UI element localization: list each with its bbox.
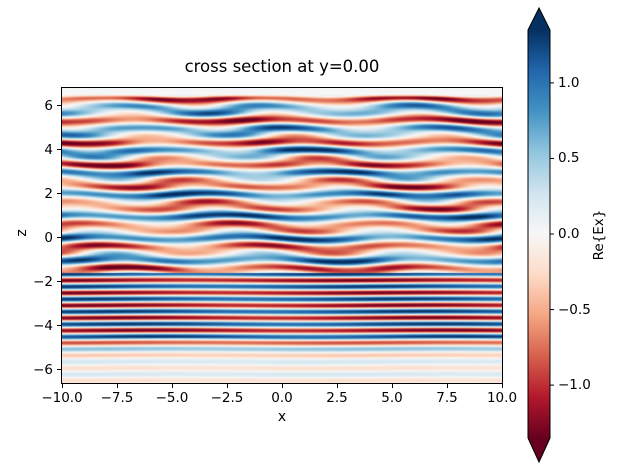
- colorbar-bar: [527, 6, 551, 464]
- plot-title: cross section at y=0.00: [184, 57, 380, 76]
- plot-area: [61, 87, 503, 384]
- x-tick-label: 0.0: [271, 390, 293, 406]
- z-tick-label: 4: [44, 141, 53, 158]
- x-tick-label: 2.5: [326, 390, 348, 406]
- x-axis-label: x: [277, 409, 287, 425]
- x-tick-label: −2.5: [210, 390, 244, 406]
- x-tick-label: 10.0: [486, 390, 518, 406]
- z-tick-mark: [57, 237, 61, 239]
- z-tick-label: 0: [44, 229, 53, 246]
- z-tick-mark: [57, 105, 61, 107]
- z-tick-label: −4: [33, 317, 53, 334]
- x-tick-mark: [116, 384, 118, 388]
- x-tick-mark: [501, 384, 503, 388]
- colorbar-tick-label: −1.0: [558, 377, 591, 394]
- colorbar-tick-label: 0.5: [558, 150, 580, 167]
- z-tick-label: 2: [44, 185, 53, 202]
- heatmap-canvas: [62, 88, 502, 383]
- colorbar-label: Re{Ex}: [591, 209, 607, 261]
- x-tick-label: −7.5: [100, 390, 134, 406]
- z-tick-mark: [57, 281, 61, 283]
- colorbar-tick-label: 0.0: [558, 226, 580, 242]
- colorbar-tick-label: −0.5: [558, 301, 591, 318]
- x-tick-mark: [226, 384, 228, 388]
- x-tick-label: 7.5: [436, 390, 458, 406]
- x-tick-mark: [446, 384, 448, 388]
- z-tick-mark: [57, 193, 61, 195]
- x-tick-mark: [61, 384, 63, 388]
- z-tick-label: −2: [33, 273, 53, 290]
- x-tick-mark: [336, 384, 338, 388]
- z-tick-label: −6: [33, 361, 53, 378]
- y-axis-label: z: [14, 229, 30, 237]
- z-tick-label: 6: [44, 97, 53, 114]
- colorbar-tick-label: 1.0: [558, 74, 580, 91]
- z-tick-mark: [57, 149, 61, 151]
- x-tick-mark: [391, 384, 393, 388]
- z-tick-mark: [57, 325, 61, 327]
- x-tick-mark: [281, 384, 283, 388]
- x-tick-mark: [171, 384, 173, 388]
- x-tick-label: 5.0: [381, 390, 403, 406]
- x-tick-label: −10.0: [41, 390, 83, 406]
- x-tick-label: −5.0: [155, 390, 189, 406]
- z-tick-mark: [57, 369, 61, 371]
